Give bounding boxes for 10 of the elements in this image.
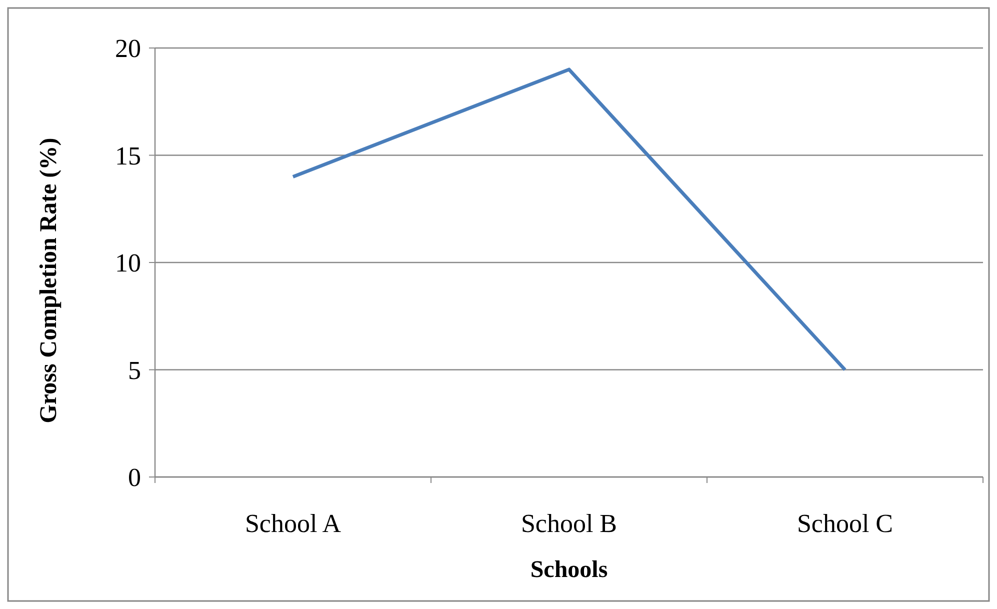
y-tick-label: 10 — [115, 248, 141, 278]
x-tick-label: School A — [244, 509, 342, 538]
y-tick-label: 0 — [128, 463, 141, 492]
x-tick-label: School B — [520, 509, 618, 538]
x-axis-title: Schools — [530, 557, 608, 583]
y-tick-label: 15 — [115, 141, 141, 170]
y-tick-label: 5 — [128, 356, 141, 385]
x-tick-label: School C — [796, 509, 894, 538]
y-axis-title: Gross Completion Rate (%) — [36, 138, 62, 424]
y-tick-label: 20 — [115, 34, 141, 64]
